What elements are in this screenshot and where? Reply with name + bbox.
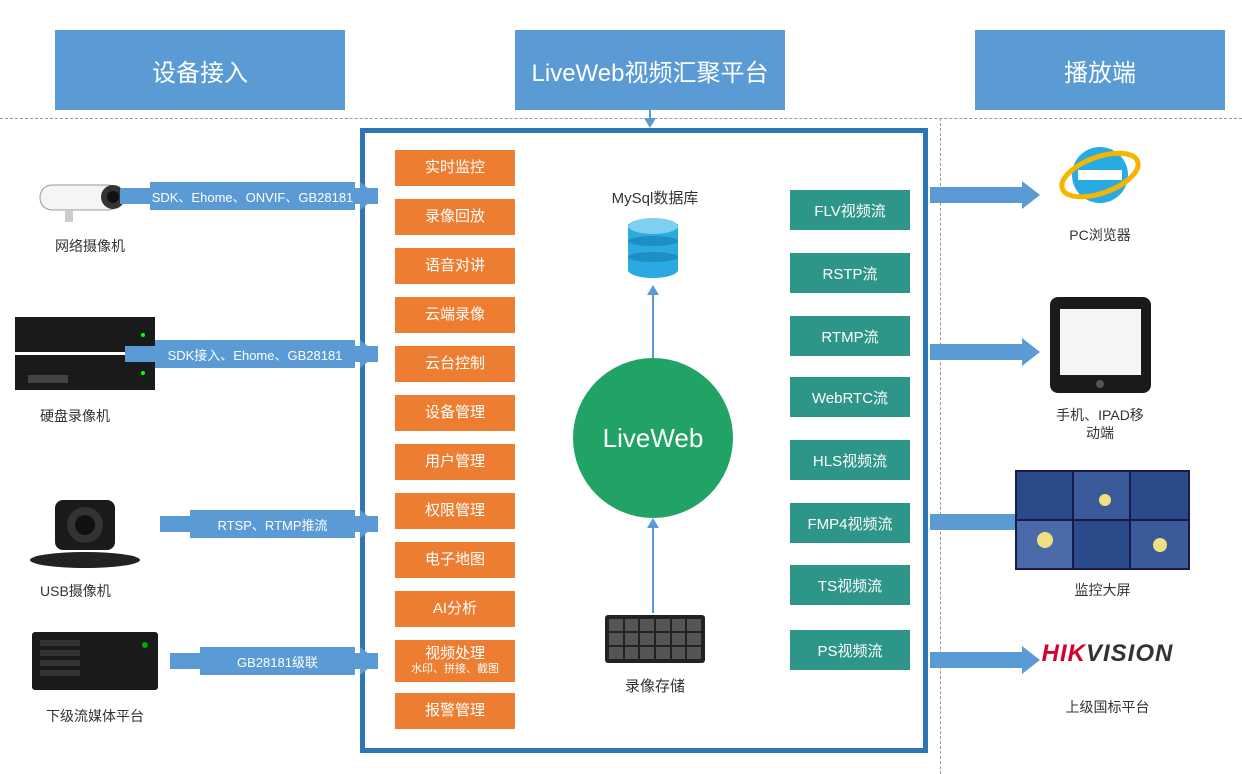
header-divider: [0, 118, 1242, 119]
module-5-label: 设备管理: [425, 404, 485, 422]
device-nvr: 硬盘录像机: [10, 315, 160, 426]
client-browser: PC浏览器: [1040, 135, 1160, 244]
module-3-label: 云端录像: [425, 306, 485, 324]
module-1-label: 录像回放: [425, 208, 485, 226]
arrow-core-down: [646, 518, 660, 613]
client-hik-label: 上级国标平台: [1025, 698, 1190, 716]
client-wall: 监控大屏: [1015, 470, 1190, 599]
stream-7: PS视频流: [790, 630, 910, 670]
arrow-out-0: [930, 181, 1040, 209]
stream-1: RSTP流: [790, 253, 910, 293]
module-4-label: 云台控制: [425, 355, 485, 373]
module-6: 用户管理: [395, 444, 515, 480]
arrow-out-1: [930, 338, 1040, 366]
module-10: 视频处理水印、拼接、截图: [395, 640, 515, 682]
module-1: 录像回放: [395, 199, 515, 235]
db-icon: [628, 218, 678, 283]
client-mobile: 手机、IPAD移 动端: [1045, 295, 1155, 442]
hikvision-logo: HIKVISION: [1025, 640, 1190, 668]
client-browser-label: PC浏览器: [1040, 226, 1160, 244]
device-usb: USB摄像机: [10, 490, 160, 601]
module-10-label: 视频处理: [425, 645, 485, 663]
module-10-sub: 水印、拼接、截图: [411, 663, 499, 676]
module-7: 权限管理: [395, 493, 515, 529]
module-6-label: 用户管理: [425, 453, 485, 471]
stream-4: HLS视频流: [790, 440, 910, 480]
stream-0: FLV视频流: [790, 190, 910, 230]
vdiv-right: [940, 118, 941, 774]
arrow-out-3: [930, 646, 1040, 674]
module-9: AI分析: [395, 591, 515, 627]
tablet-icon: [1048, 295, 1153, 395]
module-2: 语音对讲: [395, 248, 515, 284]
device-camera-label: 网络摄像机: [30, 236, 150, 256]
module-2-label: 语音对讲: [425, 257, 485, 275]
module-0-label: 实时监控: [425, 159, 485, 177]
module-4: 云台控制: [395, 346, 515, 382]
stream-6: TS视频流: [790, 565, 910, 605]
header-col2: LiveWeb视频汇聚平台: [515, 30, 785, 110]
module-5: 设备管理: [395, 395, 515, 431]
module-9-label: AI分析: [433, 600, 477, 618]
header-col1: 设备接入: [55, 30, 345, 110]
client-mobile-label: 手机、IPAD移 动端: [1045, 406, 1155, 442]
module-7-label: 权限管理: [425, 502, 485, 520]
storage-icon: [605, 615, 705, 663]
arrow-in-cascade: [170, 647, 378, 675]
module-8-label: 电子地图: [425, 551, 485, 569]
device-usb-label: USB摄像机: [40, 581, 160, 601]
ie-icon: [1058, 135, 1143, 215]
db-label: MySql数据库: [590, 187, 720, 208]
client-hik: HIKVISION 上级国标平台: [1025, 640, 1190, 716]
client-wall-label: 监控大屏: [1015, 581, 1190, 599]
arrow-in-nvr: [125, 340, 378, 368]
device-cascade: 下级流媒体平台: [25, 630, 165, 726]
videowall-icon: [1015, 470, 1190, 570]
arrow-db-down: [646, 285, 660, 360]
stream-2: RTMP流: [790, 316, 910, 356]
cascade-icon: [30, 630, 160, 695]
stream-5: FMP4视频流: [790, 503, 910, 543]
header-col3: 播放端: [975, 30, 1225, 110]
module-0: 实时监控: [395, 150, 515, 186]
device-nvr-label: 硬盘录像机: [40, 406, 160, 426]
core-circle: LiveWeb: [573, 358, 733, 518]
stream-3: WebRTC流: [790, 377, 910, 417]
usb-icon: [15, 490, 155, 570]
module-8: 电子地图: [395, 542, 515, 578]
arrow-in-usb: [160, 510, 378, 538]
arrow-header-down: [640, 110, 660, 128]
arrow-in-camera: [120, 182, 378, 210]
module-3: 云端录像: [395, 297, 515, 333]
module-11-label: 报警管理: [425, 702, 485, 720]
storage-label: 录像存储: [605, 675, 705, 696]
module-11: 报警管理: [395, 693, 515, 729]
device-cascade-label: 下级流媒体平台: [25, 706, 165, 726]
